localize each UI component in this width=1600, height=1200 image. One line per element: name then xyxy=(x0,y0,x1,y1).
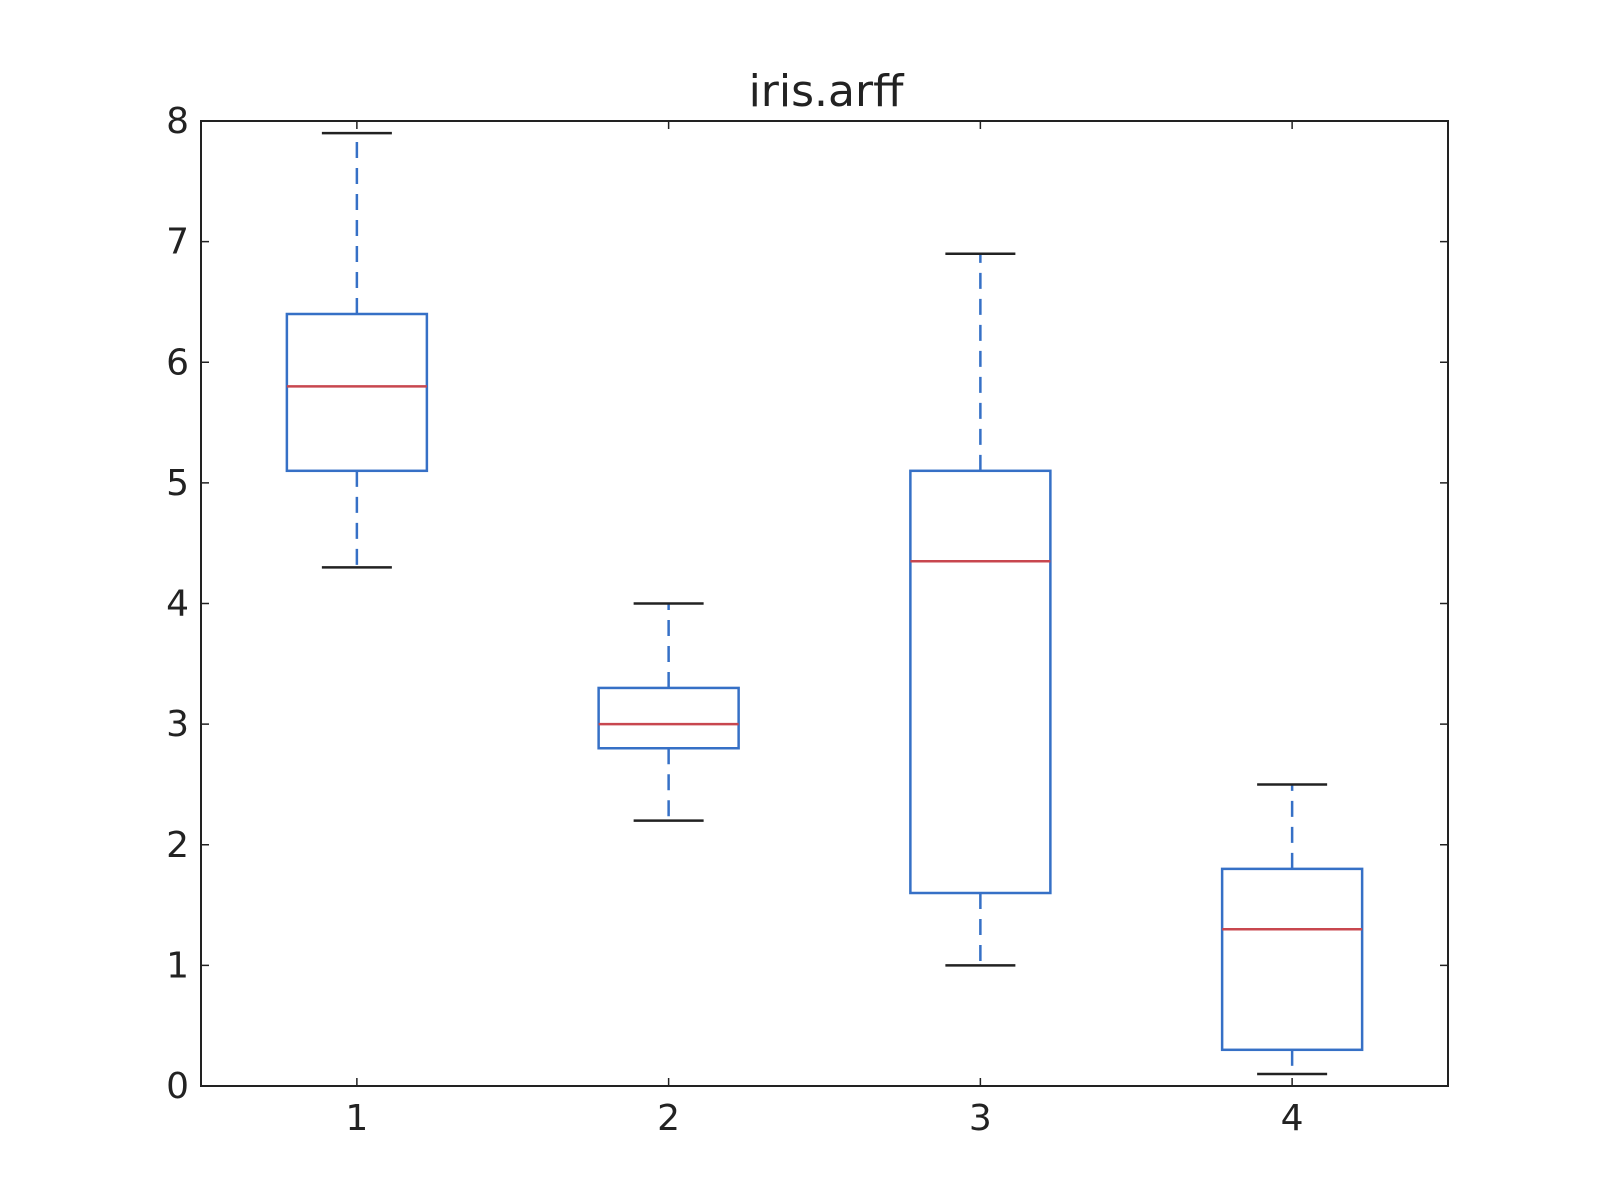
y-tick-label: 6 xyxy=(166,342,189,383)
box-iqr xyxy=(597,686,740,750)
y-tick-label: 3 xyxy=(166,704,189,745)
box-iqr xyxy=(909,469,1052,895)
x-tick-label: 4 xyxy=(1281,1098,1304,1139)
y-tick-label: 1 xyxy=(166,945,189,986)
x-tick-label: 1 xyxy=(345,1098,368,1139)
axes-frame xyxy=(200,120,1449,1087)
y-tick-label: 5 xyxy=(166,463,189,504)
plot-area: 0 1 2 3 4 5 6 7 8 1 2 3 4 xyxy=(166,101,1448,1139)
x-tick-label: 2 xyxy=(657,1098,680,1139)
y-tick-label: 4 xyxy=(166,584,189,625)
chart-title: iris.arff xyxy=(749,66,906,117)
y-tick-label: 0 xyxy=(166,1066,189,1107)
x-tick-label: 3 xyxy=(969,1098,992,1139)
y-tick-label: 2 xyxy=(166,825,189,866)
box-iqr xyxy=(1220,867,1364,1052)
y-tick-label: 7 xyxy=(166,222,189,263)
y-tick-label: 8 xyxy=(166,101,189,142)
box-iqr xyxy=(285,312,429,473)
